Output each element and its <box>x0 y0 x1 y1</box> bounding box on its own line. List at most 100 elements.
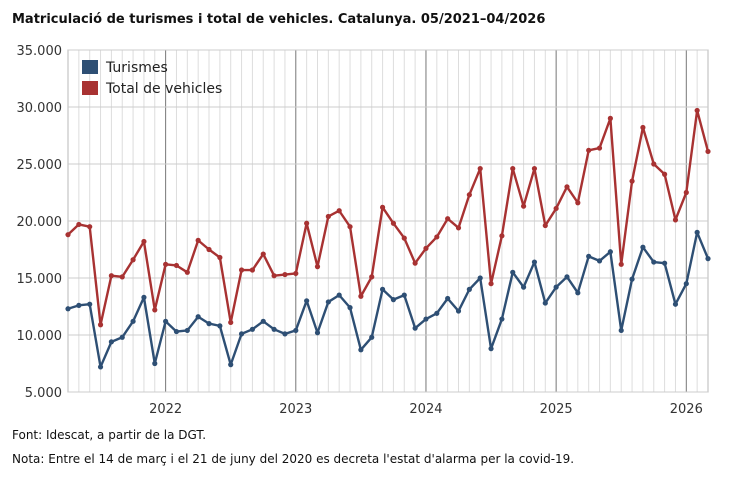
data-point <box>455 225 462 231</box>
x-tick-label: 2026 <box>670 402 703 417</box>
data-point <box>553 284 559 290</box>
x-tick-label: 2024 <box>409 402 442 417</box>
data-point <box>314 330 321 336</box>
data-point <box>412 325 418 331</box>
y-tick-label: 10.000 <box>17 329 63 344</box>
data-point <box>705 148 711 155</box>
data-point <box>379 204 386 210</box>
data-point <box>531 259 538 265</box>
footnote: Nota: Entre el 14 de març i el 21 de jun… <box>12 452 575 466</box>
legend-swatch <box>82 60 98 74</box>
data-point <box>423 245 429 251</box>
x-tick-label: 2023 <box>279 402 312 417</box>
data-point <box>477 275 483 281</box>
x-tick-label: 2025 <box>540 402 573 417</box>
data-point <box>228 319 234 326</box>
data-point <box>369 334 375 340</box>
data-point <box>314 264 321 270</box>
data-point <box>238 267 245 273</box>
legend: Turismes Total de vehicles <box>82 60 222 97</box>
data-point <box>553 205 559 212</box>
data-point <box>672 217 679 223</box>
data-point <box>445 295 451 302</box>
data-point <box>163 318 169 324</box>
data-point <box>672 301 679 307</box>
data-point <box>564 184 570 190</box>
data-point <box>76 221 82 228</box>
data-point <box>260 251 266 257</box>
data-point <box>304 298 310 304</box>
data-point <box>195 237 201 243</box>
y-tick-label: 25.000 <box>17 158 63 173</box>
data-point <box>520 203 527 209</box>
series-group <box>65 107 711 370</box>
line-chart: 5.000 10.000 15.000 20.000 25.000 30.000 35.00… <box>17 44 711 417</box>
data-point <box>564 274 570 280</box>
data-point <box>520 284 527 290</box>
data-point <box>325 299 331 305</box>
data-point <box>683 189 689 196</box>
data-point <box>499 233 505 239</box>
data-point <box>434 234 440 240</box>
axes: 5.000 10.000 15.000 20.000 25.000 30.000 35.00… <box>17 44 703 417</box>
data-point <box>141 238 147 245</box>
source-note: Font: Idescat, a partir de la DGT. <box>12 428 207 442</box>
data-point <box>293 327 299 334</box>
data-point <box>466 286 472 292</box>
data-point <box>173 262 180 269</box>
data-point <box>401 235 407 241</box>
data-point <box>662 171 668 177</box>
data-point <box>173 328 180 335</box>
data-point <box>423 316 429 322</box>
x-tick-label: 2022 <box>149 402 182 417</box>
legend-label: Turismes <box>105 60 168 76</box>
data-point <box>271 326 277 332</box>
data-point <box>228 362 234 368</box>
data-point <box>76 302 82 308</box>
data-point <box>542 300 548 306</box>
data-point <box>651 259 657 265</box>
data-point <box>238 331 245 337</box>
data-point <box>282 331 288 337</box>
data-point <box>651 161 657 167</box>
data-point <box>130 318 136 324</box>
data-point <box>206 321 212 327</box>
data-point <box>401 292 407 298</box>
data-point <box>694 107 700 114</box>
data-point <box>531 165 538 172</box>
grid <box>67 49 709 393</box>
data-point <box>662 260 668 266</box>
data-point <box>108 273 114 279</box>
data-point <box>683 281 689 287</box>
y-tick-label: 5.000 <box>25 386 62 401</box>
data-point <box>325 213 331 220</box>
data-point <box>488 346 494 352</box>
data-point <box>87 224 93 230</box>
data-point <box>488 281 494 287</box>
data-point <box>390 297 397 303</box>
data-point <box>152 307 158 313</box>
data-point <box>347 305 353 311</box>
data-point <box>369 274 375 280</box>
y-tick-label: 30.000 <box>17 101 63 116</box>
data-point <box>705 256 711 262</box>
data-point <box>119 334 125 340</box>
data-point <box>596 145 603 151</box>
data-point <box>97 322 104 328</box>
y-tick-label: 35.000 <box>17 44 63 59</box>
data-point <box>586 253 592 259</box>
data-point <box>65 232 71 238</box>
data-point <box>542 222 548 229</box>
data-point <box>510 269 516 275</box>
data-point <box>379 286 386 292</box>
data-point <box>358 347 364 353</box>
data-point <box>87 301 93 307</box>
data-point <box>640 244 646 250</box>
data-point <box>575 200 581 206</box>
data-point <box>282 271 288 278</box>
data-point <box>130 257 136 263</box>
data-point <box>249 267 256 273</box>
data-point <box>510 165 516 172</box>
y-tick-label: 15.000 <box>17 272 63 287</box>
data-point <box>206 246 212 253</box>
